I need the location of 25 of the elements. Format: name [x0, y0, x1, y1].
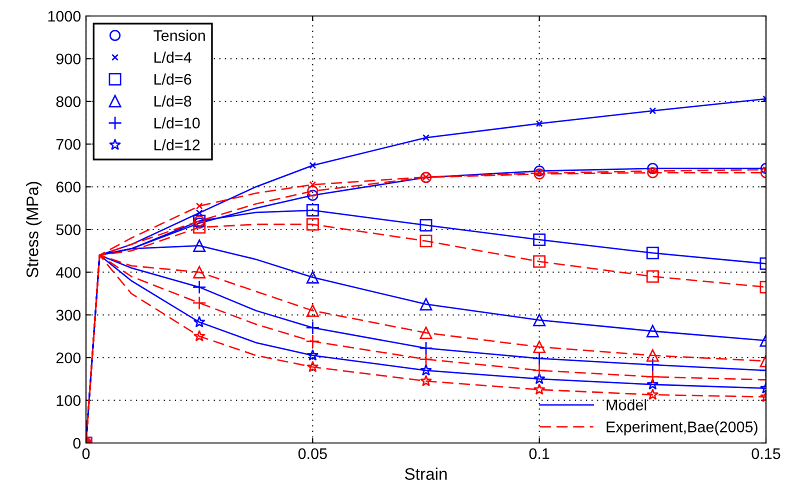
- annotation: Model: [606, 399, 646, 410]
- y-tick-label: 400: [56, 267, 81, 278]
- legend-label: Tension: [154, 30, 205, 41]
- annotation: Experiment,Bae(2005): [606, 421, 758, 436]
- legend-label: L/d=4: [154, 52, 192, 63]
- y-tick-label: 300: [56, 310, 81, 321]
- x-axis-title: Strain: [404, 468, 447, 480]
- y-tick-label: 700: [56, 138, 81, 150]
- x-tick-label: 0.1: [529, 448, 550, 460]
- y-axis-title: Stress (MPa): [26, 182, 42, 278]
- y-tick-label: 200: [56, 352, 81, 364]
- y-tick-label: 0: [73, 438, 81, 449]
- legend-label: L/d=10: [154, 117, 200, 128]
- x-tick-label: 0.15: [752, 448, 780, 460]
- y-tick-label: 1000: [48, 10, 81, 22]
- x-tick-label: 0: [82, 448, 90, 460]
- y-tick-label: 800: [56, 96, 81, 108]
- x-tick-label: 0.05: [298, 448, 327, 460]
- legend-label: L/d=12: [154, 139, 200, 150]
- y-tick-label: 100: [56, 395, 81, 406]
- y-tick-label: 600: [56, 182, 81, 192]
- y-tick-label: 500: [56, 224, 81, 236]
- legend-label: L/d=6: [154, 74, 192, 85]
- legend-label: L/d=8: [154, 95, 192, 107]
- y-tick-label: 900: [56, 54, 81, 64]
